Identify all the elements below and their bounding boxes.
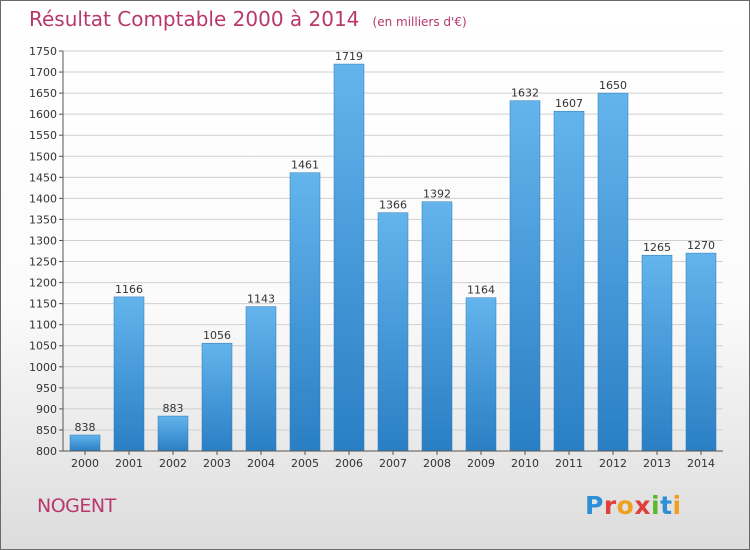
- data-label-2004: 1143: [247, 293, 275, 306]
- y-tick-label-900: 900: [36, 403, 57, 416]
- data-label-2012: 1650: [599, 79, 627, 92]
- y-tick-label-1600: 1600: [29, 108, 57, 121]
- chart-subtitle: (en milliers d'€): [372, 15, 467, 29]
- bar-2011: [553, 110, 585, 452]
- data-label-2007: 1366: [379, 199, 407, 212]
- data-label-2011: 1607: [555, 97, 583, 110]
- y-tick-label-1050: 1050: [29, 340, 57, 353]
- x-tick-label-2006: 2006: [335, 457, 363, 470]
- bar-2001: [113, 296, 145, 452]
- x-tick-label-2012: 2012: [599, 457, 627, 470]
- data-label-2008: 1392: [423, 188, 451, 201]
- y-tick-label-1500: 1500: [29, 150, 57, 163]
- x-tick-label-2013: 2013: [643, 457, 671, 470]
- bar-2012: [597, 92, 629, 452]
- data-label-2005: 1461: [291, 159, 319, 172]
- chart-title: Résultat Comptable 2000 à 2014: [29, 7, 360, 31]
- data-label-2009: 1164: [467, 284, 495, 297]
- data-label-2014: 1270: [687, 239, 715, 252]
- x-tick-label-2008: 2008: [423, 457, 451, 470]
- data-label-2001: 1166: [115, 283, 143, 296]
- y-tick-label-1750: 1750: [29, 45, 57, 58]
- bar-2014: [685, 252, 717, 452]
- x-tick-label-2014: 2014: [687, 457, 715, 470]
- label-layer: 838 1166 883 1056 1143 1461 1719 1366 1392 1164 16…: [75, 50, 716, 434]
- bar-2010: [509, 100, 541, 452]
- bar-2007: [377, 212, 409, 452]
- x-tick-label-2004: 2004: [247, 457, 275, 470]
- data-label-2013: 1265: [643, 241, 671, 254]
- x-tick-label-2001: 2001: [115, 457, 143, 470]
- y-tick-label-1700: 1700: [29, 66, 57, 79]
- x-tick-label-2002: 2002: [159, 457, 187, 470]
- y-tick-label-1300: 1300: [29, 234, 57, 247]
- x-tick-label-2010: 2010: [511, 457, 539, 470]
- y-tick-label-1100: 1100: [29, 319, 57, 332]
- bar-layer: [69, 63, 717, 452]
- bar-2005: [289, 172, 321, 452]
- y-tick-label-850: 850: [36, 424, 57, 437]
- proxiti-logo: Proxiti: [585, 491, 682, 520]
- axis-layer: 800 850 900 950 1000 1050 1100 1150 1200 1250 1300…: [29, 45, 723, 470]
- y-tick-label-1000: 1000: [29, 361, 57, 374]
- x-tick-label-2005: 2005: [291, 457, 319, 470]
- bar-2003: [201, 342, 233, 452]
- bar-2002: [157, 415, 189, 452]
- data-label-2010: 1632: [511, 87, 539, 100]
- x-tick-label-2011: 2011: [555, 457, 583, 470]
- x-tick-label-2000: 2000: [71, 457, 99, 470]
- x-tick-label-2007: 2007: [379, 457, 407, 470]
- y-tick-label-1250: 1250: [29, 256, 57, 269]
- y-tick-label-1400: 1400: [29, 192, 57, 205]
- y-tick-label-950: 950: [36, 382, 57, 395]
- y-tick-label-800: 800: [36, 445, 57, 458]
- y-tick-label-1350: 1350: [29, 213, 57, 226]
- bar-2006: [333, 63, 365, 452]
- y-tick-label-1550: 1550: [29, 129, 57, 142]
- bar-2009: [465, 297, 497, 452]
- bar-2013: [641, 254, 673, 452]
- data-label-2003: 1056: [203, 329, 231, 342]
- bar-2008: [421, 201, 453, 452]
- y-tick-label-1650: 1650: [29, 87, 57, 100]
- bar-2004: [245, 306, 277, 452]
- bar-2000: [69, 434, 101, 452]
- y-tick-label-1200: 1200: [29, 277, 57, 290]
- x-tick-label-2009: 2009: [467, 457, 495, 470]
- title-row: Résultat Comptable 2000 à 2014 (en milli…: [29, 7, 467, 31]
- location-label: NOGENT: [37, 495, 116, 517]
- x-tick-label-2003: 2003: [203, 457, 231, 470]
- data-label-2000: 838: [75, 421, 96, 434]
- data-label-2002: 883: [163, 402, 184, 415]
- data-label-2006: 1719: [335, 50, 363, 63]
- y-tick-label-1450: 1450: [29, 171, 57, 184]
- y-tick-label-1150: 1150: [29, 298, 57, 311]
